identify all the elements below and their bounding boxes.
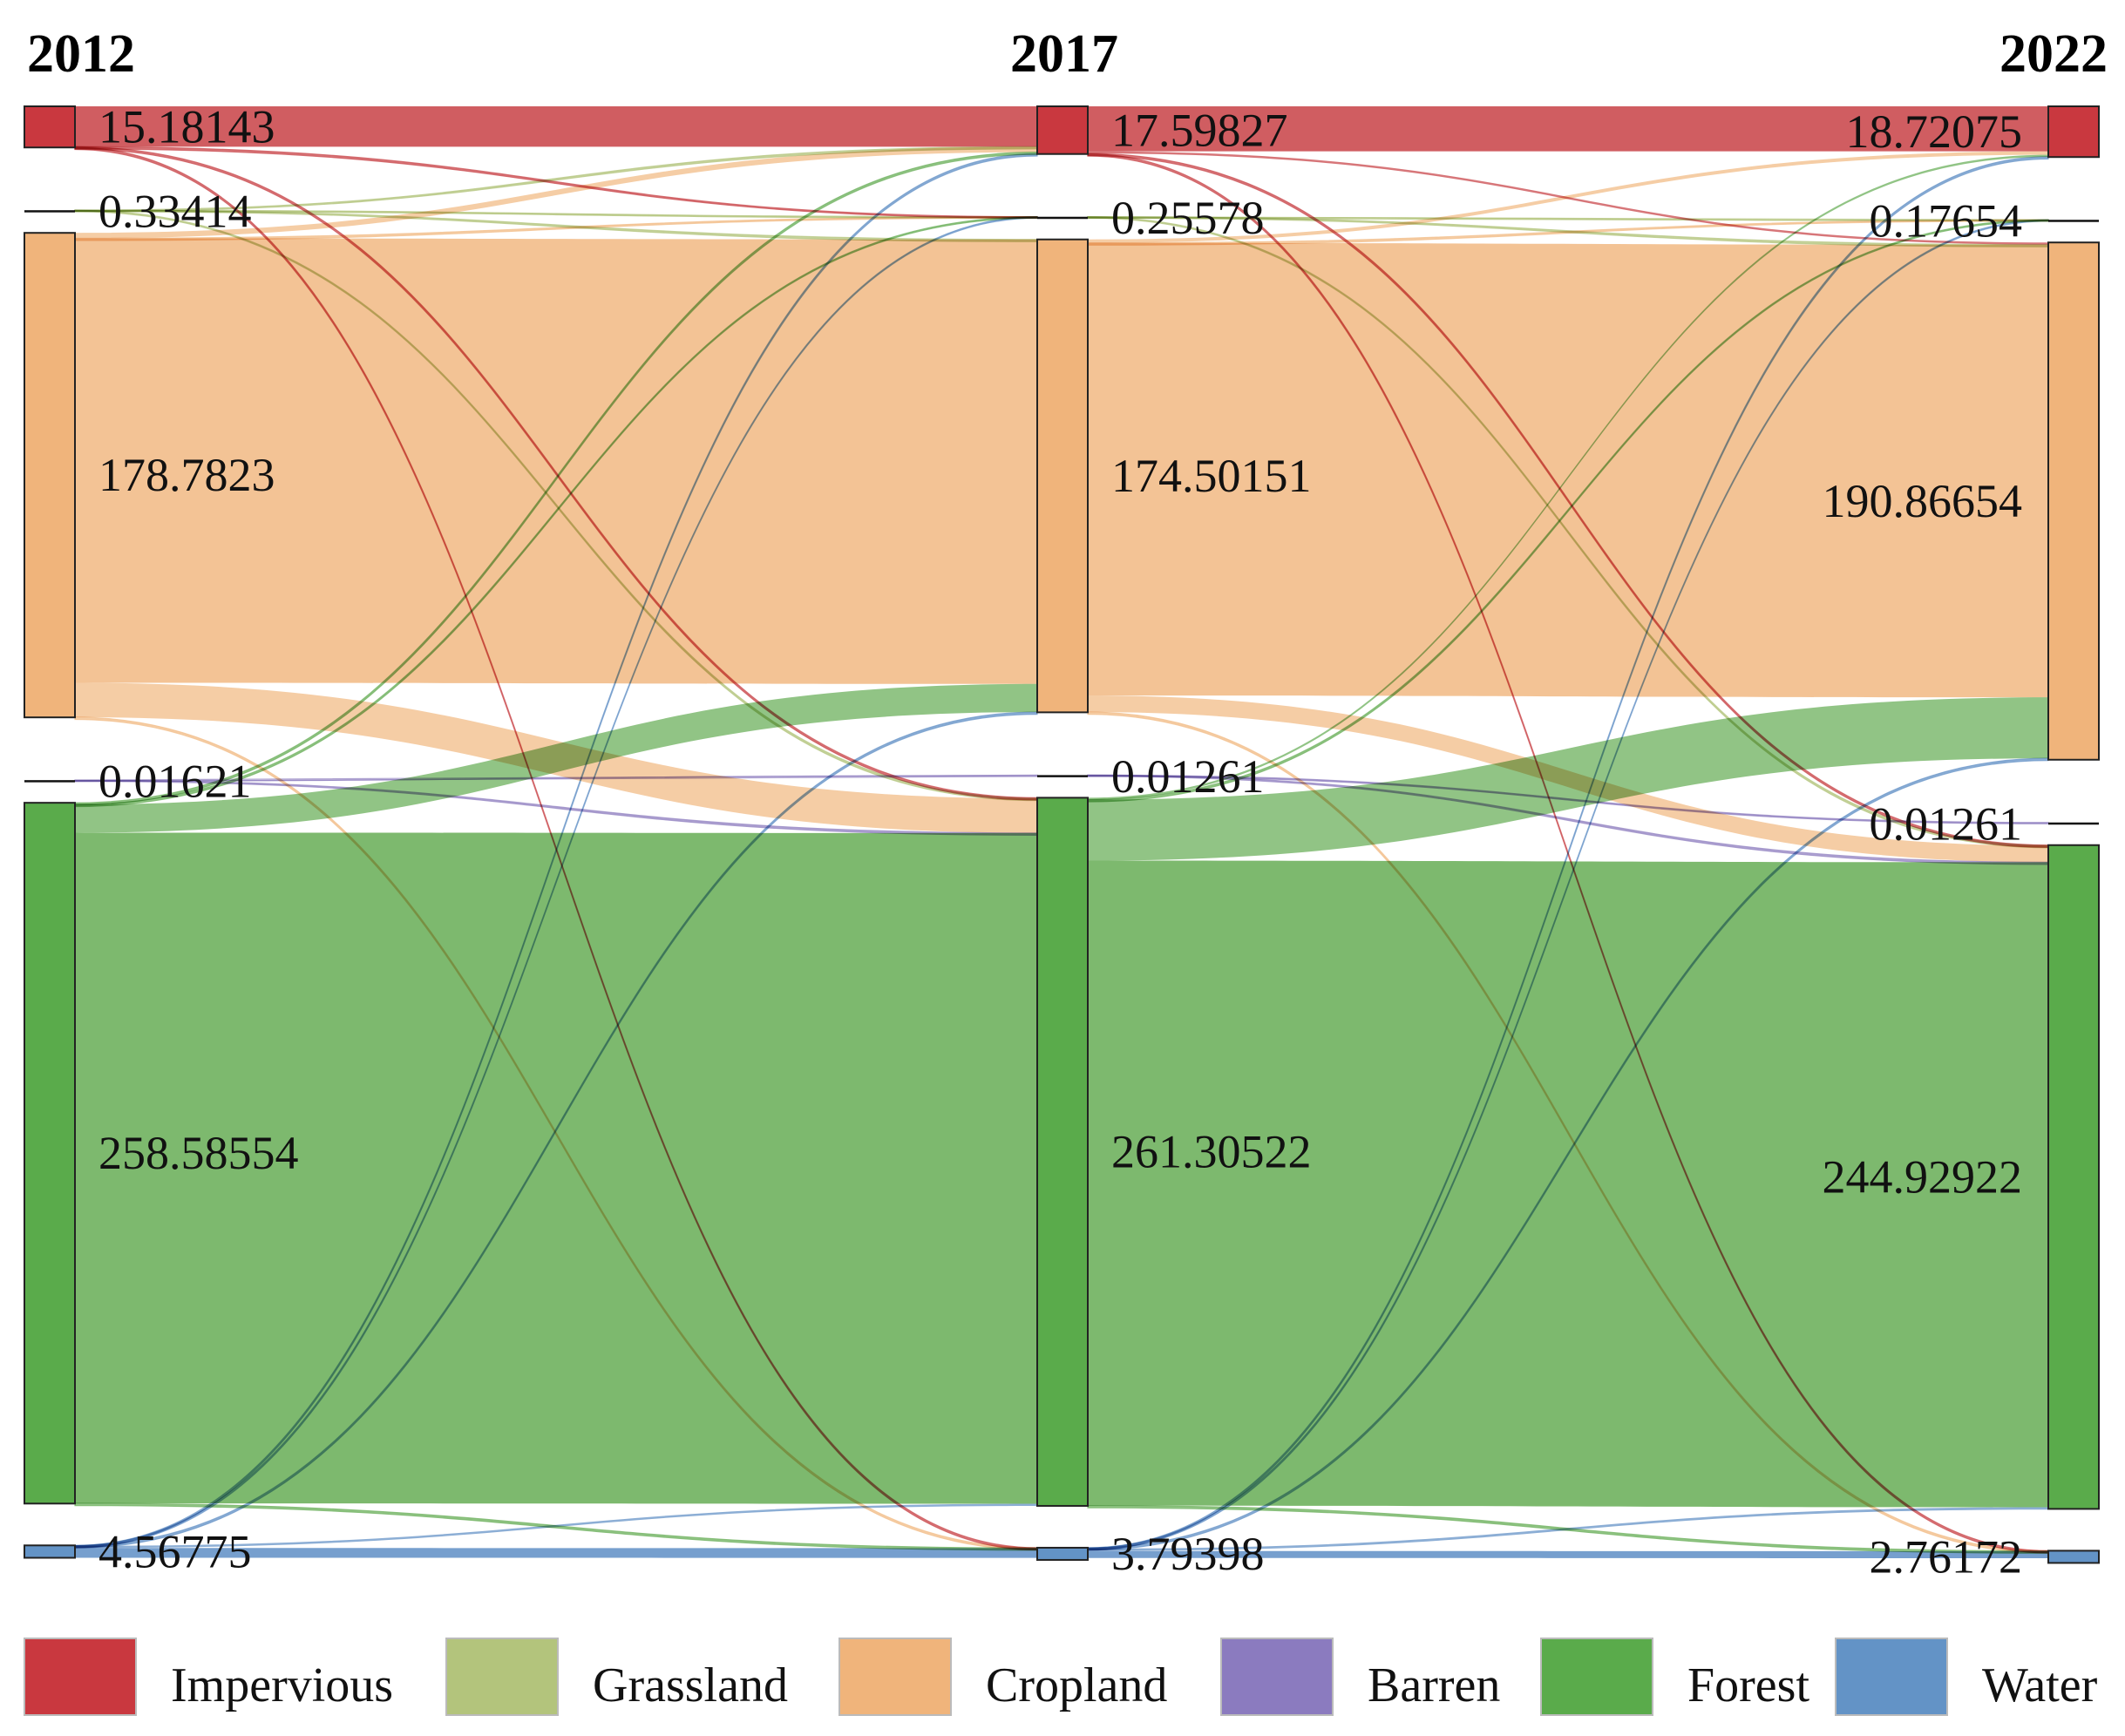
node-label-2022-forest: 244.92922 (1823, 1151, 2023, 1204)
legend-label-cropland: Cropland (986, 1658, 1167, 1712)
node-2017-impervious (1036, 105, 1089, 155)
node-2012-cropland (24, 232, 76, 719)
node-label-2017-cropland: 174.50151 (1111, 450, 1312, 502)
flow-2017-forest-to-2022-forest (1088, 860, 2048, 1508)
flows-layer (74, 106, 2049, 1558)
legend: Impervious Grassland Cropland Barren Forest W… (24, 1638, 2098, 1716)
node-2022-barren (2048, 822, 2099, 825)
node-2022-impervious (2047, 105, 2100, 159)
node-2022-water (2047, 1550, 2100, 1564)
nodes-layer (24, 105, 2100, 1564)
node-label-2022-water: 2.76172 (1870, 1530, 2023, 1583)
legend-swatch-impervious (24, 1638, 137, 1716)
node-label-2012-grassland: 0.33414 (98, 186, 252, 238)
legend-swatch-water (1835, 1638, 1948, 1716)
flow-2017-water-to-2022-forest (1088, 1507, 2048, 1551)
node-label-2012-water: 4.56775 (98, 1525, 252, 1577)
node-2012-water (24, 1544, 76, 1559)
node-2017-water (1036, 1546, 1089, 1561)
node-2017-grassland (1037, 216, 1088, 220)
legend-label-impervious: Impervious (171, 1658, 393, 1712)
column-label-2012: 2012 (27, 24, 135, 84)
flow-2012-impervious-to-2017-impervious (75, 106, 1037, 147)
node-label-2017-barren: 0.01261 (1111, 750, 1265, 803)
node-label-2017-water: 3.79398 (1111, 1528, 1265, 1580)
flow-2017-water-to-2022-water (1088, 1550, 2048, 1558)
column-label-2022: 2022 (1999, 24, 2108, 84)
flow-2017-water-to-2022-impervious (1087, 156, 2049, 1551)
flow-2017-impervious-to-2022-impervious (1088, 106, 2048, 152)
flow-2012-water-to-2017-forest (75, 1503, 1037, 1549)
flow-2017-cropland-to-2022-impervious (1088, 151, 2048, 243)
node-2017-cropland (1036, 238, 1089, 714)
node-label-2012-barren: 0.01621 (98, 756, 252, 808)
node-label-2022-cropland: 190.86654 (1823, 475, 2023, 527)
flow-2012-cropland-to-2017-impervious (75, 146, 1037, 239)
node-2012-barren (24, 780, 75, 783)
legend-label-water: Water (1982, 1658, 2098, 1712)
node-label-2017-impervious: 17.59827 (1111, 104, 1288, 156)
node-2012-forest (24, 802, 76, 1505)
node-label-2022-barren: 0.01261 (1870, 797, 2023, 850)
flow-2017-forest-to-2022-cropland (1088, 697, 2048, 861)
node-2012-impervious (24, 105, 76, 149)
node-label-2012-impervious: 15.18143 (98, 101, 275, 153)
legend-swatch-cropland (838, 1638, 952, 1716)
legend-label-forest: Forest (1687, 1658, 1809, 1712)
node-2022-grassland (2048, 220, 2099, 222)
flow-2012-water-to-2017-cropland (74, 711, 1038, 1549)
flow-2012-water-to-2017-impervious (74, 153, 1038, 1549)
node-2022-cropland (2047, 241, 2100, 761)
node-2012-grassland (24, 210, 75, 213)
node-label-2017-forest: 261.30522 (1111, 1126, 1312, 1178)
flow-2017-forest-to-2022-impervious (1088, 154, 2048, 800)
legend-swatch-forest (1540, 1638, 1653, 1716)
flow-2012-forest-to-2017-forest (75, 832, 1037, 1504)
flow-2017-cropland-to-2022-cropland (1088, 242, 2048, 698)
legend-label-barren: Barren (1368, 1658, 1500, 1712)
node-label-2022-impervious: 18.72075 (1846, 105, 2023, 158)
node-label-2022-grassland: 0.17654 (1870, 195, 2023, 248)
column-label-2017: 2017 (1010, 24, 1118, 84)
node-label-2012-cropland: 178.7823 (98, 449, 275, 501)
flow-2012-water-to-2017-water (75, 1548, 1037, 1558)
legend-label-grassland: Grassland (593, 1658, 788, 1712)
node-2022-forest (2047, 844, 2100, 1510)
legend-swatch-barren (1220, 1638, 1334, 1716)
flow-2012-forest-to-2017-cropland (75, 683, 1037, 833)
flow-2012-cropland-to-2017-cropland (75, 238, 1037, 684)
column-labels: 2012 2017 2022 (27, 24, 2108, 84)
node-2017-forest (1036, 797, 1089, 1507)
legend-swatch-grassland (445, 1638, 559, 1716)
labels-layer: 15.18143 0.33414 178.7823 0.01621 258.58554 4… (98, 101, 2022, 1583)
node-label-2012-forest: 258.58554 (98, 1127, 299, 1179)
node-2017-barren (1037, 775, 1088, 777)
node-label-2017-grassland: 0.25578 (1111, 192, 1265, 244)
